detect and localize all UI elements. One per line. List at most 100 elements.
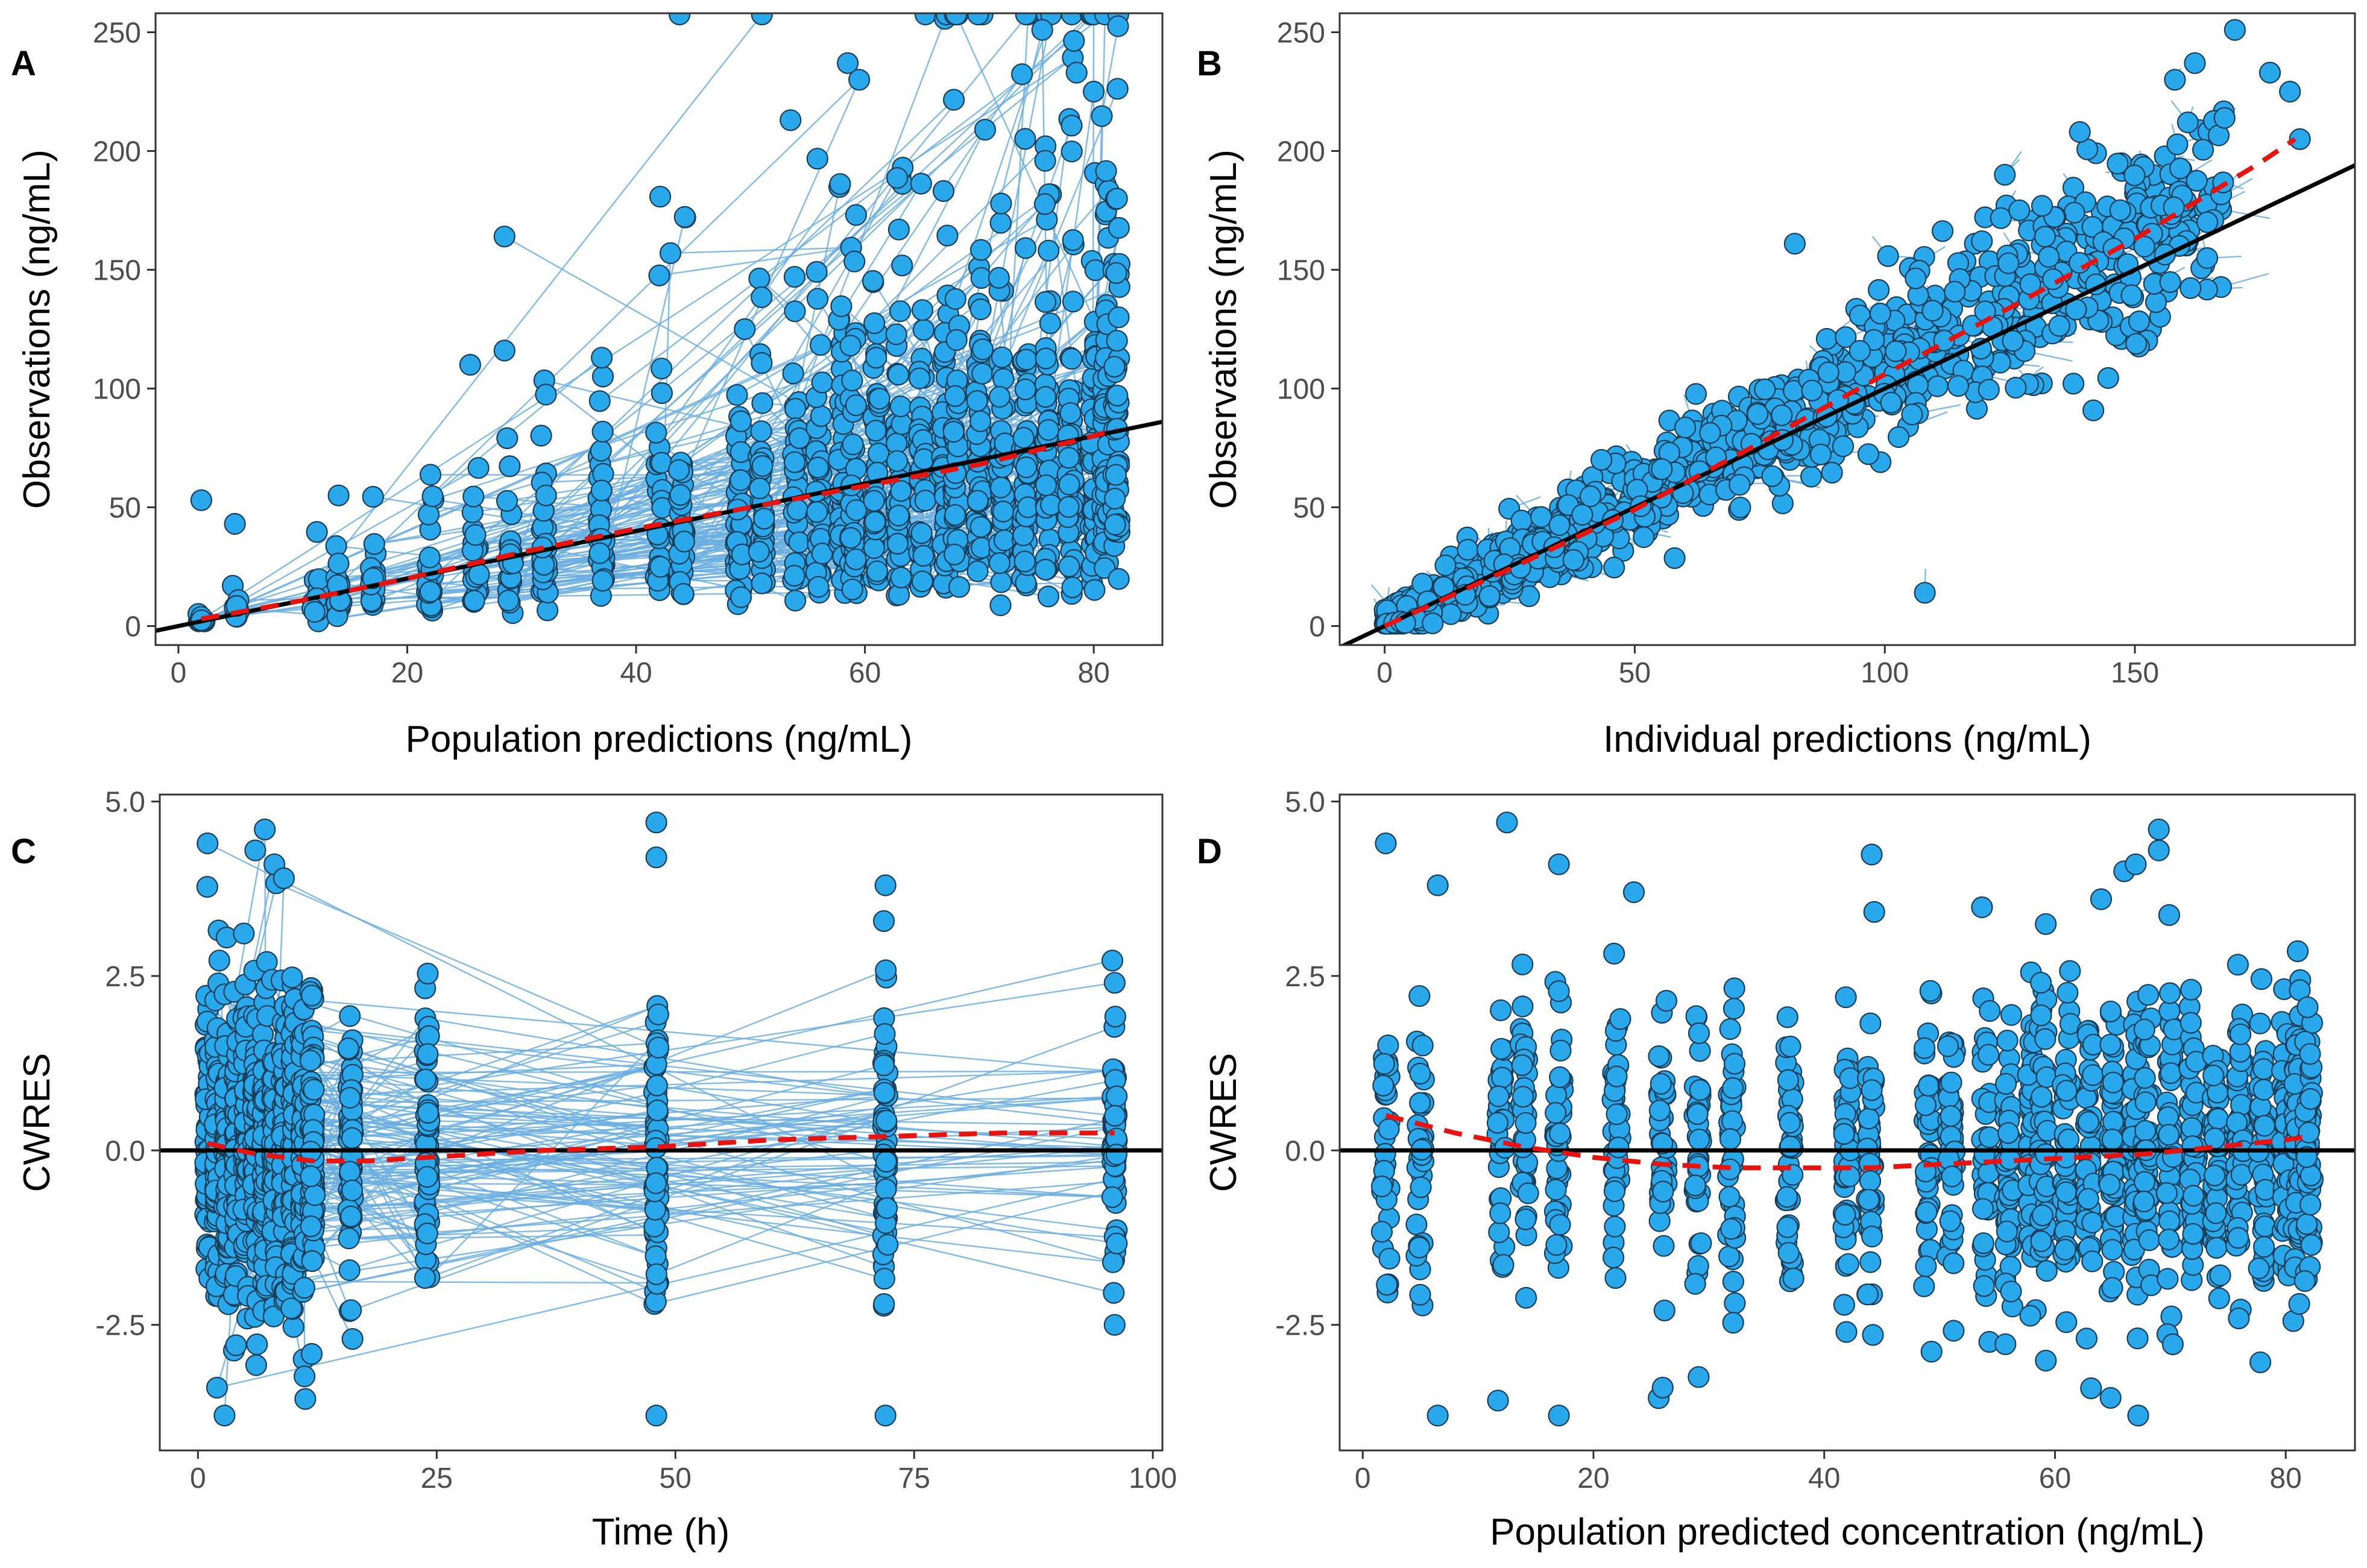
data-point: [886, 167, 909, 189]
data-point: [1106, 78, 1129, 100]
data-point: [886, 450, 909, 472]
data-point: [874, 1405, 897, 1427]
data-point: [590, 439, 612, 462]
data-point: [1014, 378, 1037, 401]
y-tick-label: 100: [1277, 373, 1325, 405]
data-point: [1378, 1247, 1401, 1270]
data-point: [1057, 447, 1080, 469]
data-point: [2128, 310, 2151, 333]
data-point: [807, 456, 830, 479]
data-point: [1783, 233, 1806, 255]
panel-b-frame: [1338, 12, 2356, 646]
data-point: [877, 1233, 899, 1256]
data-point: [1061, 348, 1083, 370]
data-point: [499, 455, 521, 477]
data-point: [1754, 378, 1776, 401]
loess-smooth-line: [201, 426, 1118, 622]
data-point: [1978, 379, 2000, 401]
data-point: [1944, 280, 1966, 303]
y-tick-label: 250: [93, 17, 141, 49]
x-tick-label: 100: [1129, 1463, 1177, 1494]
data-point: [254, 818, 276, 841]
data-point: [1835, 326, 1857, 348]
data-point: [1014, 237, 1037, 259]
data-point: [875, 959, 897, 981]
data-point: [839, 527, 862, 549]
data-point: [1885, 340, 1907, 362]
data-point: [783, 451, 806, 473]
subject-line: [207, 842, 887, 1184]
data-point: [1108, 216, 1130, 239]
subject-line: [659, 247, 851, 277]
data-point: [1106, 1232, 1128, 1255]
data-point: [644, 1198, 666, 1221]
data-point: [301, 1250, 323, 1272]
subject-line: [302, 1054, 887, 1220]
data-point: [645, 846, 667, 869]
data-point: [889, 395, 912, 418]
data-point: [418, 546, 441, 568]
data-point: [841, 578, 863, 600]
data-point: [2133, 235, 2155, 258]
data-point: [753, 508, 775, 530]
data-point: [914, 13, 937, 26]
data-point: [2196, 247, 2219, 269]
data-point: [213, 1405, 236, 1427]
data-point: [1747, 403, 1769, 425]
data-point: [911, 299, 934, 321]
y-tick-label: 200: [1277, 136, 1325, 168]
data-point: [591, 420, 614, 443]
data-point: [872, 910, 895, 933]
data-point: [1034, 150, 1056, 172]
data-point: [912, 544, 935, 567]
data-point: [786, 499, 809, 521]
data-point: [1034, 291, 1057, 313]
panel-a-frame: [154, 12, 1164, 646]
data-point: [303, 1184, 326, 1206]
data-point: [966, 389, 988, 412]
data-point: [890, 480, 912, 502]
data-point: [1061, 13, 1083, 26]
data-point: [873, 1268, 896, 1290]
subject-line: [314, 1182, 655, 1186]
data-point: [2125, 333, 2148, 355]
data-point: [1372, 1074, 1395, 1097]
data-point: [2164, 69, 2186, 91]
data-point: [1914, 582, 1936, 604]
data-point: [948, 576, 971, 598]
data-point: [337, 1037, 360, 1060]
data-point: [1012, 427, 1035, 449]
data-point: [842, 433, 864, 456]
data-point: [862, 269, 884, 292]
data-point: [841, 370, 863, 392]
data-point: [1579, 485, 1601, 508]
data-point: [530, 424, 552, 447]
data-point: [1832, 435, 1855, 458]
data-point: [751, 572, 773, 594]
x-tick-label: 50: [660, 1463, 692, 1494]
data-point: [645, 1263, 667, 1285]
data-point: [339, 1205, 362, 1227]
data-point: [810, 405, 832, 427]
data-point: [969, 410, 992, 432]
data-point: [1104, 514, 1126, 536]
data-point: [1921, 300, 1944, 322]
data-point: [341, 1127, 364, 1149]
subject-line: [670, 247, 851, 254]
data-point: [1994, 163, 2016, 186]
data-point: [1663, 547, 1686, 569]
data-point: [1815, 327, 1838, 350]
y-axis-title: Observations (ng/mL): [16, 150, 58, 509]
observation-points: [1370, 811, 2324, 1427]
data-point: [1761, 465, 1783, 487]
data-point: [2123, 164, 2146, 186]
data-point: [885, 323, 907, 345]
data-point: [1062, 291, 1085, 313]
data-point: [1091, 105, 1113, 127]
data-point: [649, 186, 672, 208]
data-point: [362, 485, 384, 508]
data-point: [196, 875, 218, 898]
data-point: [1997, 252, 2020, 274]
